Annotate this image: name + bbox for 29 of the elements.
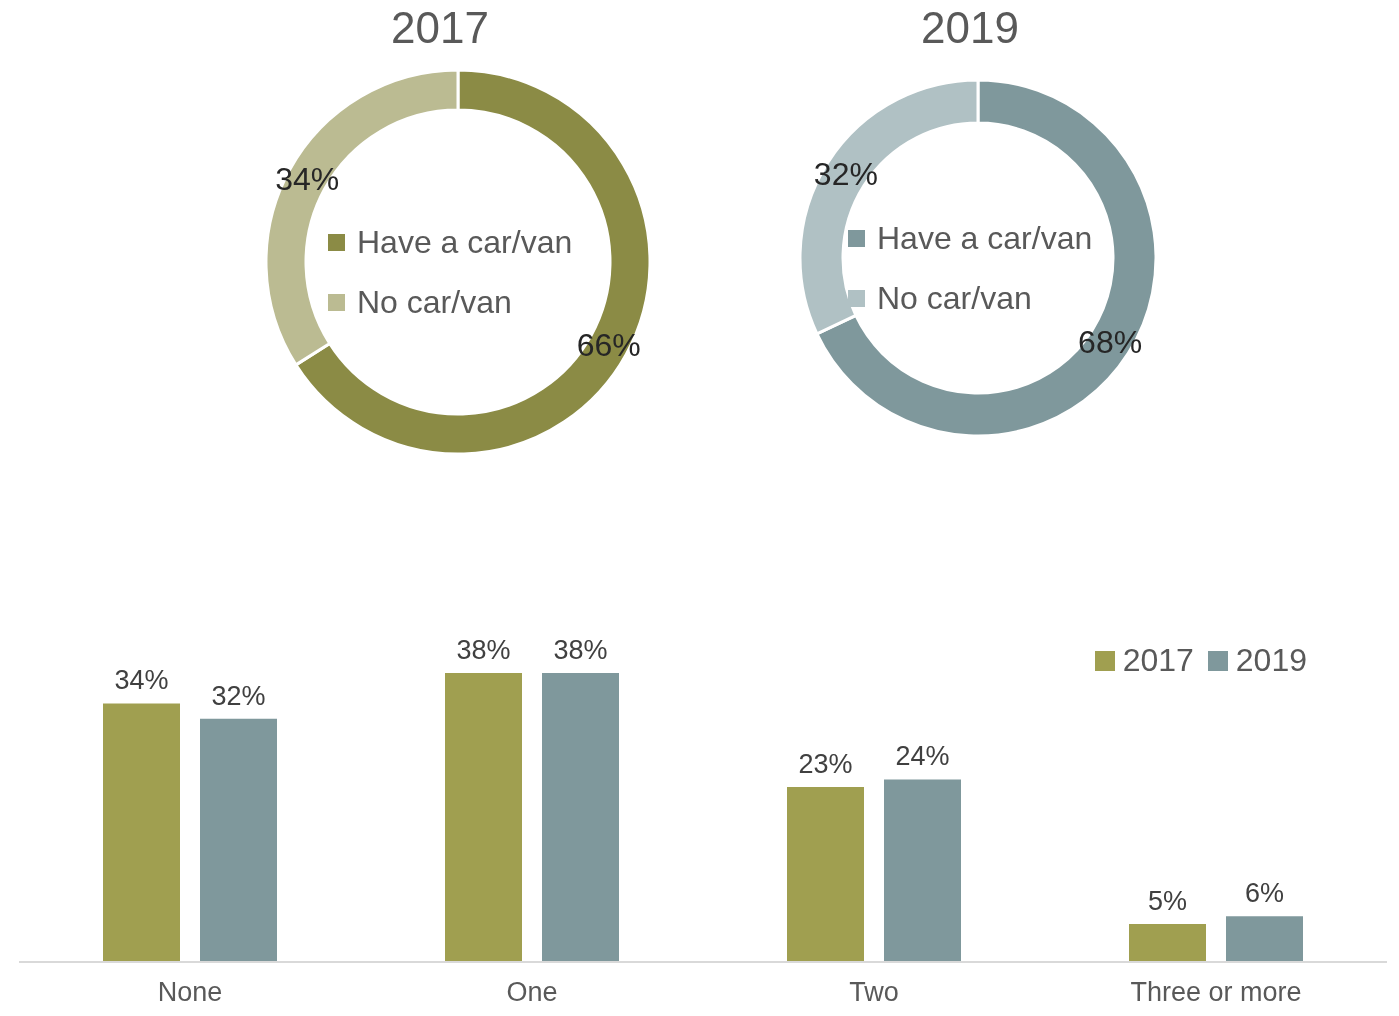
bar bbox=[200, 718, 277, 962]
data-label: 23% bbox=[798, 749, 853, 780]
data-label: 32% bbox=[813, 156, 878, 193]
bar bbox=[542, 673, 619, 962]
data-label: 38% bbox=[553, 635, 608, 665]
bar bbox=[787, 787, 864, 962]
legend-label: No car/van bbox=[877, 279, 1032, 316]
legend-label: No car/van bbox=[357, 283, 512, 320]
bar bbox=[103, 703, 180, 962]
x-tick-label: One bbox=[506, 977, 558, 1008]
legend-label: Have a car/van bbox=[356, 222, 574, 262]
data-label: 32% bbox=[211, 680, 266, 711]
legend-label: 2019 bbox=[1234, 642, 1307, 679]
legend-label: Have a car/van bbox=[876, 218, 1094, 258]
x-tick-label: None bbox=[157, 977, 223, 1008]
legend-label: 2017 bbox=[1121, 642, 1194, 679]
data-label: 34% bbox=[114, 665, 169, 696]
x-tick-label: Two bbox=[849, 977, 899, 1008]
x-tick-label: Three or more bbox=[1130, 977, 1302, 1008]
data-label: 38% bbox=[456, 635, 511, 665]
bar bbox=[445, 673, 522, 962]
data-label: 6% bbox=[1244, 878, 1285, 909]
bar bbox=[1129, 923, 1206, 962]
bar bbox=[1226, 916, 1303, 962]
data-label: 5% bbox=[1147, 885, 1188, 916]
data-label: 24% bbox=[895, 741, 950, 772]
chart-title: 2019 bbox=[920, 2, 1020, 54]
bar bbox=[884, 779, 961, 962]
chart-title: 2017 bbox=[390, 2, 490, 54]
